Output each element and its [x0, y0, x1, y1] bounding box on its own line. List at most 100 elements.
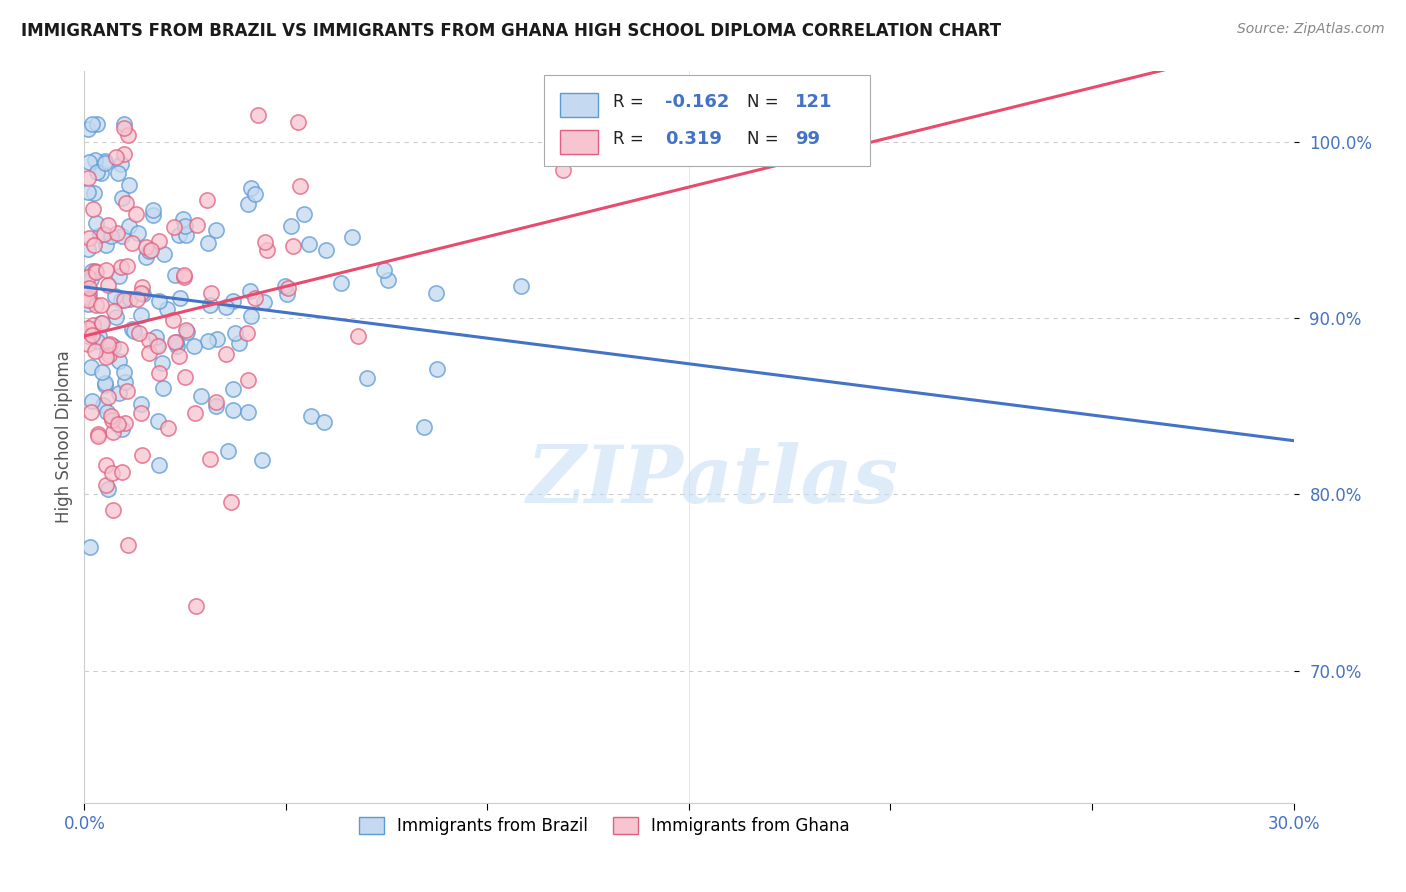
Point — [90, 298, 112, 312]
Point — [107, 417, 129, 431]
Point — [100, 229, 122, 244]
Point — [80, 272, 103, 286]
Point — [510, 279, 533, 293]
Text: N =: N = — [747, 94, 785, 112]
Point — [127, 226, 149, 240]
Point — [274, 278, 297, 293]
Point — [236, 196, 259, 211]
Point — [103, 304, 125, 318]
Point — [413, 420, 436, 434]
Point — [118, 178, 141, 193]
Point — [239, 285, 262, 299]
Point — [100, 409, 122, 423]
Point — [77, 336, 100, 351]
Point — [84, 298, 107, 312]
Point — [173, 270, 195, 285]
Point — [290, 178, 312, 193]
Point — [77, 286, 100, 301]
Point — [112, 117, 135, 131]
Point — [131, 397, 153, 411]
Point — [186, 218, 208, 232]
Point — [205, 223, 228, 237]
Point — [111, 465, 134, 479]
Point — [148, 415, 170, 429]
Text: 0.319: 0.319 — [665, 130, 721, 148]
Point — [84, 264, 107, 278]
Point — [247, 108, 270, 122]
Point — [77, 242, 100, 256]
Point — [112, 365, 135, 379]
Point — [243, 291, 266, 305]
Point — [96, 343, 118, 358]
Point — [281, 239, 304, 253]
Point — [108, 343, 131, 357]
Point — [135, 240, 157, 254]
Point — [236, 326, 259, 340]
Point — [131, 280, 153, 294]
Point — [148, 234, 170, 248]
Point — [101, 502, 124, 516]
Point — [96, 238, 118, 252]
Point — [77, 185, 100, 199]
Point — [93, 227, 115, 241]
Point — [79, 323, 101, 337]
Point — [200, 297, 222, 311]
Point — [77, 293, 100, 308]
Point — [77, 281, 100, 295]
Point — [215, 301, 238, 315]
Point — [166, 338, 188, 352]
Point — [138, 346, 160, 360]
Point — [105, 310, 128, 324]
Point — [551, 163, 574, 178]
Point — [174, 323, 197, 337]
Point — [87, 429, 110, 443]
Point — [146, 337, 169, 351]
Point — [83, 343, 105, 358]
Point — [122, 324, 145, 338]
Point — [280, 219, 302, 233]
Point — [94, 458, 117, 473]
Point — [117, 538, 139, 552]
Point — [314, 415, 336, 429]
Point — [287, 115, 309, 129]
Point — [101, 425, 124, 440]
Point — [83, 238, 105, 252]
Text: ZIPatlas: ZIPatlas — [527, 442, 900, 520]
Point — [156, 302, 179, 317]
Point — [172, 211, 194, 226]
Legend: Immigrants from Brazil, Immigrants from Ghana: Immigrants from Brazil, Immigrants from … — [352, 811, 856, 842]
Point — [347, 329, 370, 343]
Point — [110, 260, 132, 274]
Point — [129, 286, 152, 301]
Point — [128, 326, 150, 340]
Point — [165, 334, 187, 349]
Point — [108, 385, 131, 400]
Point — [79, 540, 101, 554]
Point — [100, 413, 122, 427]
Point — [138, 244, 160, 259]
Point — [82, 264, 104, 278]
Point — [94, 478, 117, 492]
Point — [110, 156, 132, 170]
Point — [82, 318, 104, 332]
Point — [96, 350, 118, 364]
Point — [426, 361, 449, 376]
Point — [173, 268, 195, 283]
Point — [91, 365, 114, 379]
Point — [94, 153, 117, 168]
Point — [148, 293, 170, 308]
Point — [238, 405, 260, 419]
Point — [200, 285, 222, 300]
Point — [121, 235, 143, 250]
Point — [97, 278, 120, 293]
Point — [197, 334, 219, 348]
Text: IMMIGRANTS FROM BRAZIL VS IMMIGRANTS FROM GHANA HIGH SCHOOL DIPLOMA CORRELATION : IMMIGRANTS FROM BRAZIL VS IMMIGRANTS FRO… — [21, 22, 1001, 40]
Point — [107, 166, 129, 180]
Point — [373, 262, 395, 277]
Text: 121: 121 — [796, 94, 832, 112]
FancyBboxPatch shape — [560, 94, 599, 117]
Point — [239, 309, 262, 323]
Point — [82, 202, 104, 217]
Point — [77, 122, 100, 136]
Point — [276, 286, 298, 301]
